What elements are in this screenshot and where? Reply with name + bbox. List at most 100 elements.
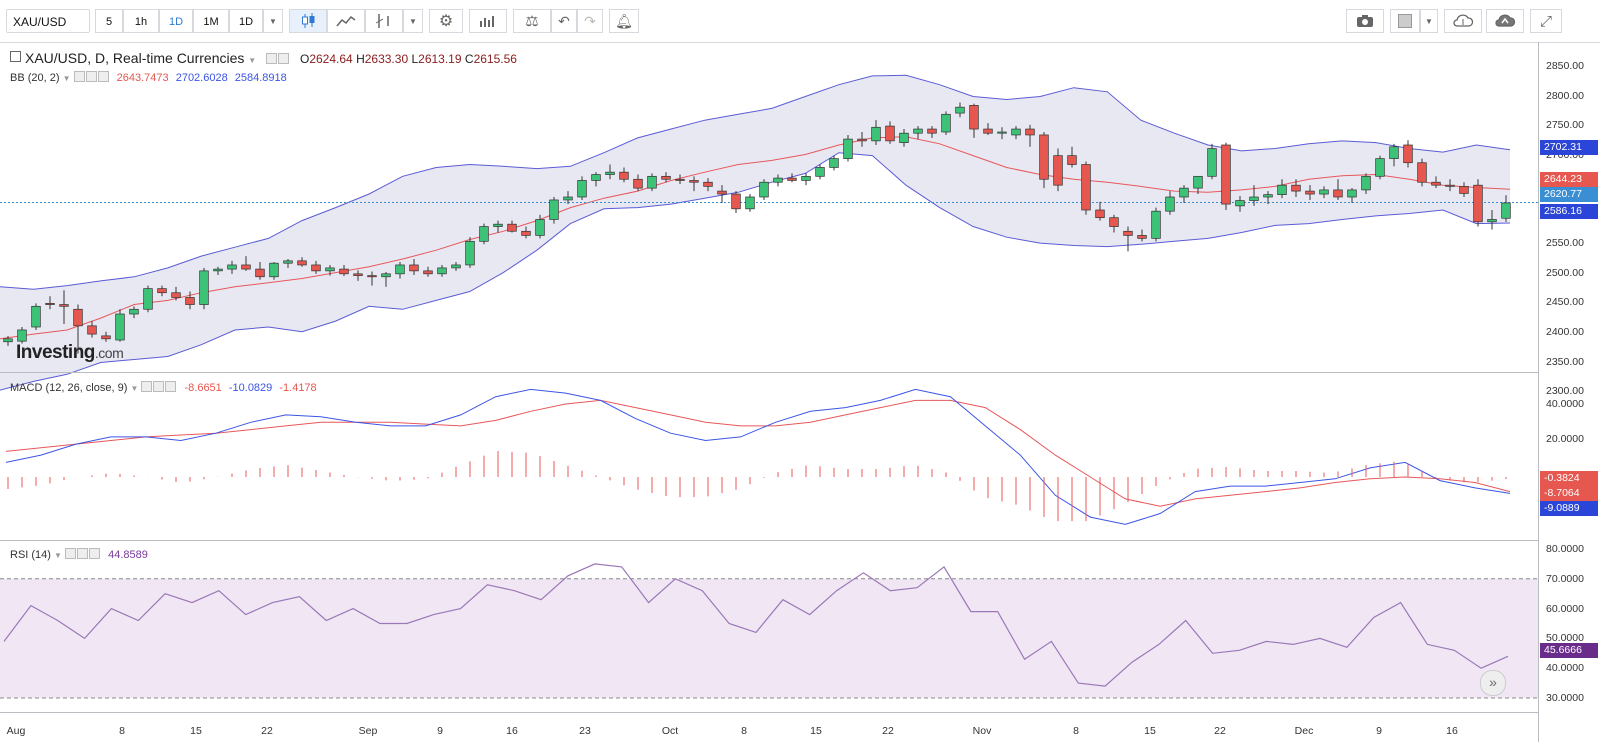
chevron-down-icon[interactable]: ▼: [54, 551, 62, 560]
chevron-down-icon: ▼: [269, 16, 277, 26]
gear-icon[interactable]: [278, 53, 290, 64]
eye-icon[interactable]: [266, 53, 278, 64]
candle-body: [1347, 189, 1357, 198]
candle-body: [1473, 184, 1483, 223]
macd-axis-tick: 40.0000: [1546, 398, 1584, 410]
candle-body: [1137, 235, 1147, 239]
candle-body: [367, 275, 377, 278]
collapse-icon[interactable]: [10, 51, 21, 62]
candle-body: [1263, 194, 1273, 198]
indicators-dropdown-button[interactable]: ▼: [403, 9, 423, 33]
cloud-download-button[interactable]: [1444, 9, 1482, 33]
double-chevron-right-icon: »: [1489, 674, 1497, 690]
indicators-button[interactable]: [365, 9, 403, 33]
candle-body: [1067, 155, 1077, 165]
pane-separator[interactable]: [0, 372, 1538, 373]
timeframe-5[interactable]: 5: [95, 9, 123, 33]
candle-body: [1039, 134, 1049, 180]
macd-signal-value: -1.4178: [279, 382, 317, 394]
candle-body: [1207, 148, 1217, 177]
timeframe-1h[interactable]: 1h: [123, 9, 159, 33]
candle-body: [1193, 175, 1203, 189]
candle-body: [1249, 196, 1259, 201]
eye-icon[interactable]: [65, 548, 77, 559]
rsi-legend-label[interactable]: RSI (14): [10, 549, 51, 561]
candle-body: [1417, 162, 1427, 183]
candle-body: [157, 288, 167, 294]
time-axis-tick: Sep: [358, 725, 378, 737]
candle-body: [983, 128, 993, 134]
investing-logo: Investing.com: [16, 342, 124, 364]
candle-body: [1123, 230, 1133, 236]
rsi-line: [3, 563, 1509, 687]
redo-button[interactable]: ↷: [577, 9, 603, 33]
candle-body: [801, 175, 811, 181]
gear-icon[interactable]: [85, 71, 97, 82]
macd-signal-price-label: -8.7064: [1540, 486, 1598, 501]
chevron-down-icon[interactable]: ▼: [248, 56, 257, 65]
time-axis-tick: Oct: [661, 725, 679, 737]
bb-band-fill: [0, 75, 1510, 391]
bb-legend: BB (20, 2) ▼ 2643.7473 2702.6028 2584.89…: [10, 71, 287, 84]
candle-body: [1179, 187, 1189, 198]
undo-button[interactable]: ↶: [551, 9, 577, 33]
eye-icon[interactable]: [141, 381, 153, 392]
time-axis-tick: Aug: [6, 725, 26, 737]
candle-body: [759, 181, 769, 198]
chevron-down-icon[interactable]: ▼: [62, 74, 71, 83]
template-icon: [1398, 14, 1412, 28]
gear-icon[interactable]: [77, 548, 89, 559]
bb-upper-price-label: 2702.31: [1540, 140, 1598, 155]
candle-body: [1333, 189, 1343, 198]
scroll-to-realtime-button[interactable]: »: [1480, 670, 1506, 696]
eye-icon[interactable]: [73, 71, 85, 82]
timeframe-1m[interactable]: 1M: [193, 9, 229, 33]
alert-button[interactable]: 🔔︎: [609, 9, 639, 33]
candle-body: [1095, 209, 1105, 219]
macd-legend-label[interactable]: MACD (12, 26, close, 9): [10, 382, 128, 394]
price-axis-tick: 2850.00: [1546, 60, 1584, 72]
low-label: L: [411, 52, 419, 66]
candle-body: [423, 270, 433, 275]
chevron-down-icon[interactable]: ▼: [130, 384, 139, 393]
candle-body: [465, 240, 475, 266]
compare-button[interactable]: [469, 9, 507, 33]
cloud-upload-button[interactable]: [1486, 9, 1524, 33]
rsi-band-fill: [0, 578, 1538, 698]
timeframe-1d[interactable]: 1D: [159, 9, 193, 33]
close-icon[interactable]: [165, 381, 177, 392]
chart-canvas[interactable]: [0, 42, 1538, 742]
candle-body: [479, 226, 489, 242]
bb-legend-label[interactable]: BB (20, 2): [10, 72, 60, 84]
candle-body: [829, 158, 839, 168]
balance-button[interactable]: ⚖: [513, 9, 551, 33]
gear-icon[interactable]: [153, 381, 165, 392]
candle-body: [269, 262, 279, 278]
time-axis-tick: Dec: [1294, 725, 1314, 737]
candle-body: [1319, 189, 1329, 195]
candle-body: [1291, 184, 1301, 192]
price-axis-tick: 2750.00: [1546, 119, 1584, 132]
candle-body: [871, 126, 881, 142]
candle-body: [955, 106, 965, 114]
candle-body: [1221, 144, 1231, 205]
fullscreen-button[interactable]: ⤢: [1530, 9, 1562, 33]
symbol-input[interactable]: XAU/USD: [6, 9, 90, 33]
template-dropdown-button[interactable]: ▼: [1420, 9, 1438, 33]
screenshot-button[interactable]: [1346, 9, 1384, 33]
pane-separator[interactable]: [0, 712, 1538, 713]
pane-separator[interactable]: [0, 540, 1538, 541]
time-axis-tick: 16: [506, 725, 518, 737]
candles-button[interactable]: [289, 9, 327, 33]
timeframe-dropdown-button[interactable]: ▼: [263, 9, 283, 33]
template-button[interactable]: [1390, 9, 1420, 33]
candle-body: [1165, 196, 1175, 212]
settings-button[interactable]: ⚙: [429, 9, 463, 33]
timeframe-custom[interactable]: 1D: [229, 9, 263, 33]
line-chart-button[interactable]: [327, 9, 365, 33]
line-chart-icon: [336, 15, 356, 27]
last-price-label: 2620.77: [1540, 187, 1598, 202]
close-icon[interactable]: [89, 548, 101, 559]
close-icon[interactable]: [97, 71, 109, 82]
time-axis-tick: 9: [437, 725, 443, 737]
